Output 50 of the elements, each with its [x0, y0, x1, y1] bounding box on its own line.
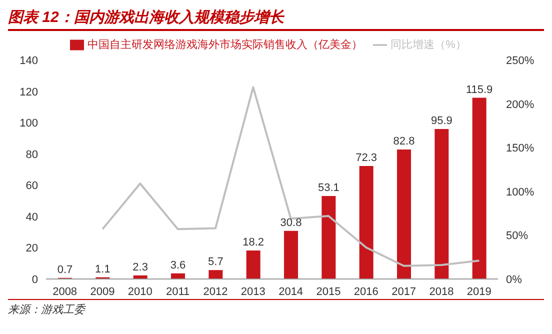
- x-tick-label: 2011: [166, 286, 190, 298]
- x-tick-label: 2008: [52, 286, 78, 298]
- chart-title: 图表 12：国内游戏出海收入规模稳步增长: [8, 8, 544, 31]
- y2-tick-label: 250%: [506, 55, 534, 67]
- x-tick-label: 2012: [203, 286, 228, 298]
- data-label: 2.3: [132, 261, 148, 274]
- bar: [322, 196, 336, 279]
- data-label: 30.8: [280, 216, 302, 229]
- bar: [359, 166, 374, 279]
- data-label: 72.3: [356, 152, 378, 164]
- y2-tick-label: 50%: [506, 230, 528, 242]
- x-tick-label: 2018: [429, 286, 454, 298]
- y-tick-label: 140: [20, 55, 38, 67]
- y2-tick-label: 100%: [506, 186, 534, 198]
- x-tick-label: 2015: [316, 286, 341, 298]
- data-label: 1.1: [95, 263, 110, 276]
- x-tick-label: 2010: [128, 286, 152, 298]
- legend-label: 同比增速（%）: [390, 39, 466, 51]
- y-tick-label: 60: [26, 180, 38, 192]
- data-label: 115.9: [466, 84, 493, 96]
- data-label: 18.2: [242, 236, 264, 249]
- data-label: 5.7: [208, 256, 224, 268]
- data-label: 0.7: [57, 264, 73, 276]
- x-tick-label: 2019: [466, 286, 492, 298]
- x-tick-label: 2009: [90, 286, 115, 298]
- x-tick-label: 2014: [278, 286, 304, 298]
- data-label: 3.6: [170, 259, 186, 272]
- data-label: 53.1: [318, 182, 340, 194]
- source-note: 来源：游戏工委: [8, 299, 544, 317]
- y2-tick-label: 0%: [506, 274, 522, 286]
- bar: [246, 250, 260, 279]
- x-tick-label: 2017: [392, 286, 416, 298]
- bar: [284, 230, 298, 279]
- y2-tick-label: 200%: [506, 98, 534, 111]
- bar: [434, 129, 449, 279]
- bar: [472, 98, 486, 279]
- x-tick-label: 2013: [240, 286, 266, 298]
- data-label: 82.8: [393, 136, 415, 148]
- y-tick-label: 80: [26, 148, 38, 161]
- legend-label: 中国自主研发网络游戏海外市场实际销售收入（亿美金）: [88, 39, 363, 51]
- bar: [397, 150, 411, 279]
- y-tick-label: 100: [20, 118, 38, 130]
- y-tick-label: 0: [32, 274, 38, 286]
- y2-tick-label: 150%: [506, 142, 534, 155]
- y-tick-label: 120: [20, 86, 38, 98]
- x-tick-label: 2016: [354, 286, 378, 298]
- y-tick-label: 40: [26, 211, 38, 224]
- data-label: 95.9: [430, 115, 452, 128]
- bar: [208, 270, 223, 279]
- y-tick-label: 20: [26, 242, 38, 255]
